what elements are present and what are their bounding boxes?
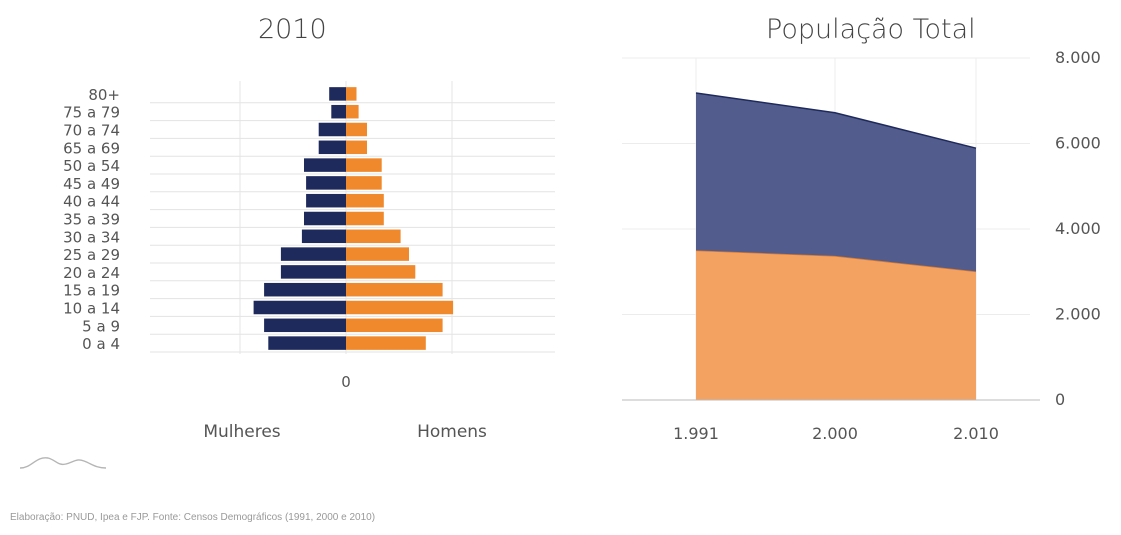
pyramid-category-label: 65 a 69 xyxy=(63,139,120,157)
pyramid-bar-homens xyxy=(346,87,357,101)
pyramid-bar-homens xyxy=(346,211,384,226)
pyramid-zero-tick: 0 xyxy=(341,373,351,391)
pyramid-bar-mulheres xyxy=(306,176,346,190)
pyramid-bar-mulheres xyxy=(268,336,346,350)
area-series-0 xyxy=(696,250,976,400)
pyramid-bar-mulheres xyxy=(304,211,346,226)
pyramid-category-label: 35 a 39 xyxy=(63,211,120,229)
pyramid-bar-homens xyxy=(346,104,359,119)
pyramid-bar-homens xyxy=(346,229,401,244)
pyramid-bar-homens xyxy=(346,122,367,137)
pyramid-category-label: 75 a 79 xyxy=(63,104,120,122)
pyramid-category-label: 80+ xyxy=(88,86,120,104)
pyramid-category-label: 40 a 44 xyxy=(63,193,120,211)
pyramid-bar-mulheres xyxy=(318,140,346,155)
pyramid-title: 2010 xyxy=(258,14,327,45)
pyramid-bar-mulheres xyxy=(318,122,346,137)
area-x-tick-label: 1.991 xyxy=(673,424,719,443)
pyramid-bar-homens xyxy=(346,318,443,333)
pyramid-bar-homens xyxy=(346,300,454,315)
pyramid-bar-mulheres xyxy=(264,282,346,297)
total-population-chart: População Total 1.991 2.000 2.010 0 2.000 4.0… xyxy=(600,0,1121,460)
pyramid-bar-mulheres xyxy=(304,158,346,172)
pyramid-bar-homens xyxy=(346,158,382,172)
pyramid-bar-mulheres xyxy=(329,87,346,101)
pyramid-bar-mulheres xyxy=(301,229,346,244)
pyramid-bar-homens xyxy=(346,247,409,261)
pyramid-category-label: 20 a 24 xyxy=(63,264,120,282)
logo-icon xyxy=(19,457,107,469)
area-x-tick-label: 2.000 xyxy=(812,424,858,443)
area-series-1 xyxy=(696,93,976,272)
pyramid-bar-mulheres xyxy=(280,265,346,279)
pyramid-bar-mulheres xyxy=(253,300,346,315)
pyramid-category-label: 70 a 74 xyxy=(63,122,120,140)
pyramid-bar-mulheres xyxy=(264,318,346,333)
pyramid-category-label: 50 a 54 xyxy=(63,157,120,175)
pyramid-bar-homens xyxy=(346,176,382,190)
pyramid-label-homens: Homens xyxy=(417,422,487,442)
pyramid-bar-mulheres xyxy=(280,247,346,261)
pyramid-bar-homens xyxy=(346,193,384,208)
area-plot: 1.991 2.000 2.010 0 2.000 4.000 6.000 8.000 xyxy=(622,48,1101,443)
pyramid-bar-mulheres xyxy=(306,193,346,208)
pyramid-category-label: 0 a 4 xyxy=(82,335,120,353)
pyramid-category-label: 45 a 49 xyxy=(63,175,120,193)
pyramid-category-label: 25 a 29 xyxy=(63,246,120,264)
pyramid-category-label: 5 a 9 xyxy=(82,317,120,335)
pyramid-bar-homens xyxy=(346,336,426,350)
pyramid-category-label: 10 a 14 xyxy=(63,300,120,318)
pyramid-category-label: 15 a 19 xyxy=(63,282,120,300)
pyramid-bar-homens xyxy=(346,282,443,297)
area-x-tick-label: 2.010 xyxy=(953,424,999,443)
area-line-1 xyxy=(695,92,977,149)
pyramid-bar-homens xyxy=(346,265,416,279)
pyramid-label-mulheres: Mulheres xyxy=(203,422,280,442)
area-y-tick-label: 6.000 xyxy=(1055,134,1101,153)
pyramid-category-label: 30 a 34 xyxy=(63,228,120,246)
pyramid-bar-homens xyxy=(346,140,367,155)
pyramid-bar-mulheres xyxy=(331,104,346,119)
area-title: População Total xyxy=(766,14,976,45)
source-note: Elaboração: PNUD, Ipea e FJP. Fonte: Cen… xyxy=(10,512,376,523)
area-y-tick-label: 2.000 xyxy=(1055,305,1101,324)
area-y-tick-label: 8.000 xyxy=(1055,48,1101,67)
area-y-tick-label: 4.000 xyxy=(1055,219,1101,238)
area-y-tick-label: 0 xyxy=(1055,390,1065,409)
